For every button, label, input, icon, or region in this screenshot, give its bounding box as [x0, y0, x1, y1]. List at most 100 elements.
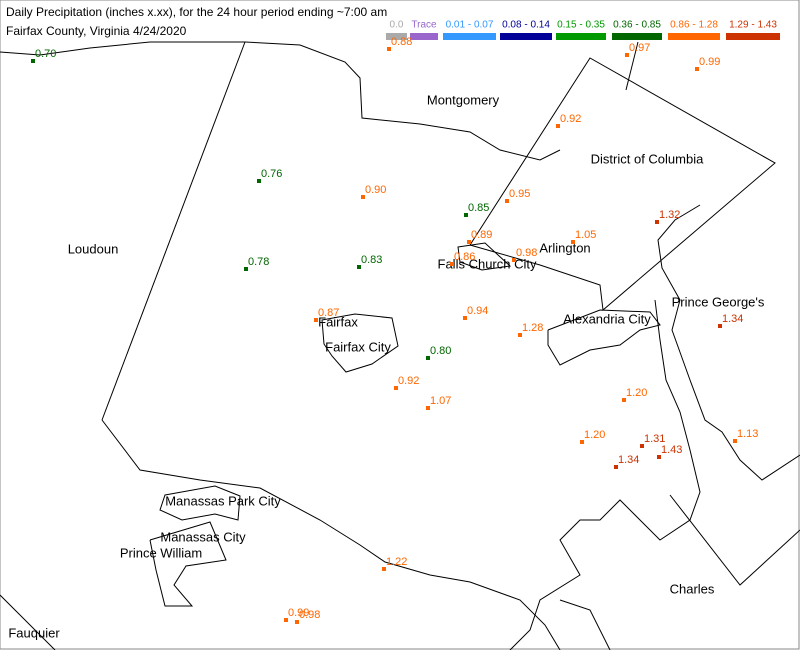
- legend-swatch: [612, 33, 662, 40]
- boundary: [321, 313, 399, 373]
- station-value: 1.32: [659, 209, 680, 221]
- station-value: 0.89: [471, 229, 492, 241]
- station-marker: [718, 324, 722, 328]
- station-marker: [614, 465, 618, 469]
- station-value: 0.95: [509, 188, 530, 200]
- shoreline: [509, 299, 701, 650]
- legend-swatch: [668, 33, 720, 40]
- station-marker: [571, 240, 575, 244]
- station-value: 1.31: [644, 433, 665, 445]
- place-label: Loudoun: [68, 241, 119, 256]
- legend-swatch: [726, 33, 780, 40]
- station-value: 0.80: [430, 345, 451, 357]
- legend-label: 0.08 - 0.14: [502, 20, 550, 31]
- place-label: Manassas City: [160, 529, 246, 544]
- place-label: Manassas Park City: [165, 493, 281, 508]
- station-value: 1.13: [737, 428, 758, 440]
- subtitle: Fairfax County, Virginia 4/24/2020: [6, 24, 187, 38]
- station-value: 0.83: [361, 254, 382, 266]
- station-value: 1.34: [722, 313, 743, 325]
- legend-swatch: [410, 33, 438, 40]
- place-label: Fauquier: [8, 625, 60, 640]
- legend-label: 0.36 - 0.85: [613, 20, 661, 31]
- station-marker: [314, 318, 318, 322]
- station-marker: [640, 444, 644, 448]
- legend-label: 0.0: [390, 20, 404, 31]
- station-value: 0.98: [299, 609, 320, 621]
- station-marker: [387, 47, 391, 51]
- station-value: 0.90: [365, 184, 386, 196]
- station-value: 1.43: [661, 444, 682, 456]
- station-marker: [505, 199, 509, 203]
- place-label: Montgomery: [427, 92, 500, 107]
- station-marker: [733, 439, 737, 443]
- station-marker: [450, 262, 454, 266]
- station-value: 0.86: [454, 251, 475, 263]
- legend-swatch: [500, 33, 552, 40]
- boundary: [0, 41, 561, 161]
- station-marker: [382, 567, 386, 571]
- station-value: 1.34: [618, 454, 639, 466]
- boundary: [0, 594, 56, 650]
- station-marker: [426, 406, 430, 410]
- station-marker: [31, 59, 35, 63]
- station-marker: [655, 220, 659, 224]
- place-label: Prince George's: [672, 294, 765, 309]
- station-marker: [625, 53, 629, 57]
- legend-swatch: [443, 33, 496, 40]
- station-marker: [464, 213, 468, 217]
- boundary: [101, 41, 246, 421]
- station-marker: [512, 258, 516, 262]
- station-value: 0.85: [468, 202, 489, 214]
- station-marker: [426, 356, 430, 360]
- station-value: 1.05: [575, 229, 596, 241]
- legend-label: 0.01 - 0.07: [446, 20, 494, 31]
- station-marker: [361, 195, 365, 199]
- station-value: 0.76: [261, 168, 282, 180]
- station-marker: [357, 265, 361, 269]
- station-marker: [295, 620, 299, 624]
- station-value: 0.78: [248, 256, 269, 268]
- station-marker: [622, 398, 626, 402]
- station-value: 0.70: [35, 48, 56, 60]
- boundary: [101, 419, 561, 650]
- station-value: 0.98: [516, 247, 537, 259]
- station-marker: [244, 267, 248, 271]
- boundary: [547, 309, 661, 366]
- boundary: [159, 485, 241, 521]
- boundary: [669, 494, 800, 586]
- boundaries: [0, 41, 800, 650]
- boundary: [457, 242, 512, 271]
- station-value: 0.88: [391, 36, 412, 48]
- station-marker: [518, 333, 522, 337]
- station-marker: [556, 124, 560, 128]
- place-label: Prince William: [120, 545, 202, 560]
- station-value: 1.20: [626, 387, 647, 399]
- shoreline: [657, 204, 800, 481]
- place-label: District of Columbia: [591, 151, 704, 166]
- station-marker: [284, 618, 288, 622]
- station-value: 0.92: [560, 113, 581, 125]
- legend-swatch: [556, 33, 606, 40]
- station-value: 0.92: [398, 375, 419, 387]
- station-marker: [467, 240, 471, 244]
- station-value: 0.94: [467, 305, 488, 317]
- station-marker: [657, 455, 661, 459]
- shoreline: [559, 599, 611, 650]
- station-marker: [695, 67, 699, 71]
- place-label: Arlington: [539, 240, 590, 255]
- legend-label: 0.86 - 1.28: [670, 20, 718, 31]
- station-marker: [463, 316, 467, 320]
- station-value: 1.22: [386, 556, 407, 568]
- station-value: 0.99: [699, 56, 720, 68]
- station-marker: [580, 440, 584, 444]
- station-marker: [257, 179, 261, 183]
- station-value: 0.97: [629, 42, 650, 54]
- legend-label: Trace: [411, 20, 437, 31]
- station-value: 1.20: [584, 429, 605, 441]
- legend-label: 0.15 - 0.35: [557, 20, 605, 31]
- place-label: Fairfax City: [325, 339, 391, 354]
- place-label: Fairfax: [318, 314, 358, 329]
